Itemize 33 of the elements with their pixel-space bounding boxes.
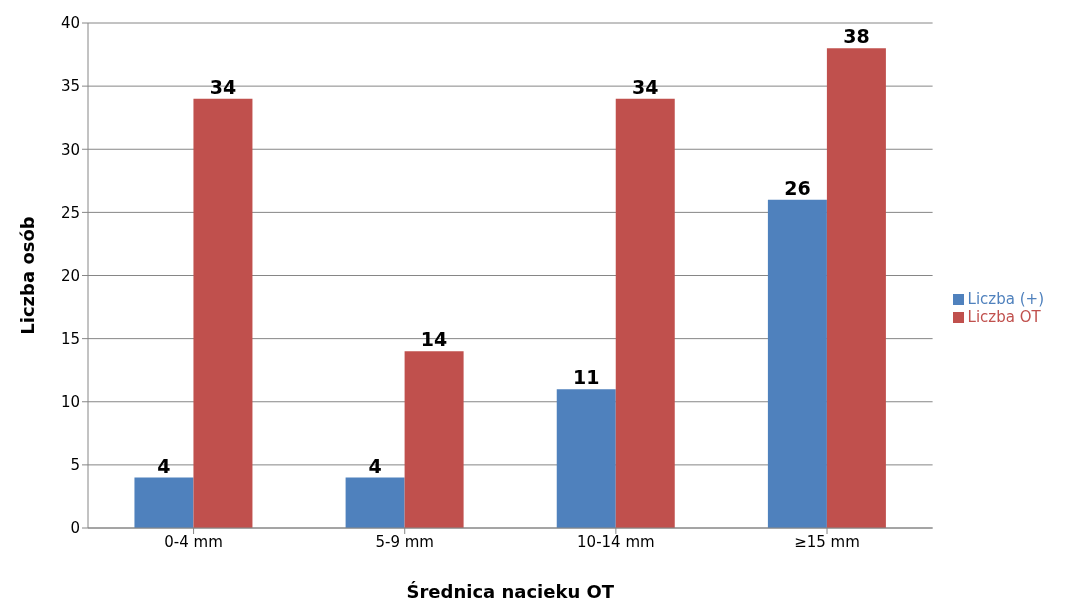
bar — [404, 351, 464, 528]
bar — [193, 98, 253, 528]
data-label: 34 — [209, 75, 237, 98]
legend-label: Liczba (+) — [967, 290, 1044, 308]
data-label: 4 — [368, 454, 382, 477]
data-label: 34 — [632, 75, 659, 98]
x-tick-label: ≥15 mm — [794, 532, 860, 551]
legend-label: Liczba OT — [967, 308, 1041, 326]
bar — [556, 389, 616, 528]
bar — [615, 98, 675, 528]
y-tick-label: 5 — [70, 456, 80, 475]
bar — [345, 477, 405, 528]
bar — [826, 48, 886, 528]
y-axis-title: Liczba osób — [17, 216, 39, 335]
y-tick-label: 30 — [60, 140, 80, 159]
x-axis-title: Średnica nacieku OT — [406, 581, 615, 602]
y-tick-label: 10 — [60, 393, 80, 412]
data-label: 14 — [420, 328, 448, 351]
y-tick-label: 40 — [60, 14, 80, 33]
y-tick-label: 20 — [60, 266, 80, 285]
x-tick-label: 5-9 mm — [375, 532, 434, 551]
data-label: 38 — [843, 25, 870, 48]
bar — [134, 477, 194, 528]
x-tick-label: 0-4 mm — [164, 532, 223, 551]
x-tick-label: 10-14 mm — [577, 532, 655, 551]
y-tick-label: 15 — [60, 329, 80, 348]
y-tick-label: 35 — [60, 77, 80, 96]
data-label: 4 — [157, 454, 171, 477]
data-label: 26 — [784, 176, 811, 199]
bar — [767, 199, 827, 528]
y-tick-label: 25 — [60, 203, 80, 222]
data-label: 11 — [573, 366, 600, 389]
y-tick-label: 0 — [70, 519, 80, 538]
